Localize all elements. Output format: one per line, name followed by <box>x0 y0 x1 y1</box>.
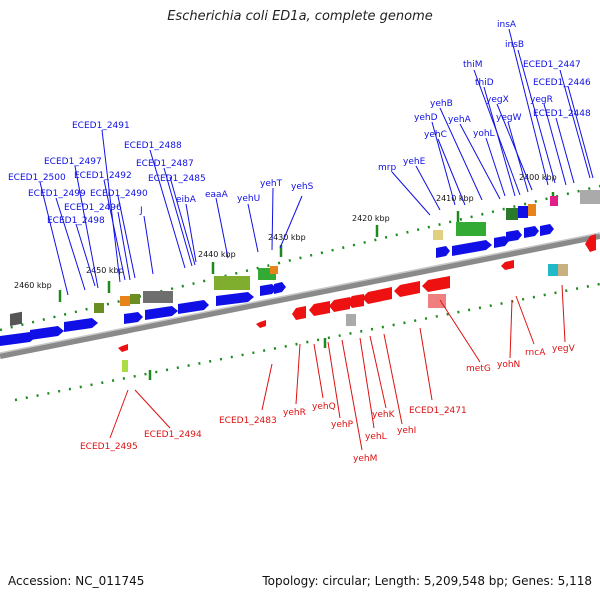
label-rncA: rncA <box>525 348 546 358</box>
label-thiD: thiD <box>475 78 494 88</box>
label-yehR: yehR <box>283 408 306 418</box>
label-yehK: yehK <box>372 410 396 420</box>
label-yehU: yehU <box>237 194 260 204</box>
label-yehA: yehA <box>448 115 472 125</box>
label-ECED1_2497: ECED1_2497 <box>44 157 102 167</box>
label-ECED1_2485: ECED1_2485 <box>148 174 206 184</box>
forward-genes[interactable] <box>0 224 554 346</box>
tick-label-2430: 2430 kbp <box>268 233 306 242</box>
genome-backbone <box>0 233 600 359</box>
label-ECED1_2496: ECED1_2496 <box>64 203 122 213</box>
tick-marks <box>58 192 555 380</box>
bottom-gene-labels: metG yohN rncA yegV ECED1_2483 ECED1_247… <box>80 344 576 464</box>
reverse-genes[interactable] <box>118 234 596 352</box>
label-yehE: yehE <box>403 157 426 167</box>
gray-block <box>10 311 22 327</box>
label-yehM: yehM <box>353 454 377 464</box>
genome-summary-text: Topology: circular; Length: 5,209,548 bp… <box>262 574 592 588</box>
label-yohN: yohN <box>497 360 520 370</box>
label-ECED1_2498: ECED1_2498 <box>47 216 105 226</box>
genome-backbone-highlight <box>0 232 600 354</box>
tick-label-2400: 2400 kbp <box>519 173 557 182</box>
label-mrp: mrp <box>378 163 396 173</box>
accession-text: Accession: NC_011745 <box>8 574 145 588</box>
label-thiM: thiM <box>463 60 483 70</box>
label-ECED1_2495: ECED1_2495 <box>80 442 138 452</box>
label-ECED1_2483: ECED1_2483 <box>219 416 277 426</box>
tick-label-2450: 2450 kbp <box>86 266 124 275</box>
label-ECED1_2492: ECED1_2492 <box>74 171 132 181</box>
tick-labels: 2400 kbp 2410 kbp 2420 kbp 2430 kbp 2440… <box>14 173 557 290</box>
label-eaaA: eaaA <box>205 190 229 200</box>
label-yegW: yegW <box>496 113 522 123</box>
label-ECED1_2499: ECED1_2499 <box>28 189 86 199</box>
tick-label-2420: 2420 kbp <box>352 214 390 223</box>
map-title: Escherichia coli ED1a, complete genome <box>167 9 433 24</box>
label-ECED1_2448: ECED1_2448 <box>533 109 591 119</box>
label-ECED1_2488: ECED1_2488 <box>124 141 182 151</box>
label-yegX: yegX <box>486 95 509 105</box>
label-yehS: yehS <box>291 182 314 192</box>
label-yehP: yehP <box>331 420 354 430</box>
tick-label-2440: 2440 kbp <box>198 250 236 259</box>
label-yehC: yehC <box>424 130 447 140</box>
label-yegR: yegR <box>530 95 553 105</box>
feature-blocks[interactable] <box>10 190 600 372</box>
label-yehT: yehT <box>260 179 283 189</box>
label-metG: metG <box>466 364 491 374</box>
label-insA: insA <box>497 20 517 30</box>
label-ECED1_2490: ECED1_2490 <box>90 189 148 199</box>
label-yehI: yehI <box>397 426 416 436</box>
label-yohL: yohL <box>473 129 495 139</box>
top-leaders <box>39 28 594 296</box>
label-yehD: yehD <box>414 113 438 123</box>
label-ECED1_2500: ECED1_2500 <box>8 173 66 183</box>
tick-label-2460: 2460 kbp <box>14 281 52 290</box>
label-eibA: eibA <box>176 195 197 205</box>
label-ECED1_2446: ECED1_2446 <box>533 78 591 88</box>
label-ECED1_2487: ECED1_2487 <box>136 159 194 169</box>
tick-label-2410: 2410 kbp <box>436 194 474 203</box>
inner-ruler <box>14 282 600 402</box>
label-ECED1_2447: ECED1_2447 <box>523 60 581 70</box>
label-J: J <box>139 206 143 216</box>
outer-ruler <box>0 184 600 332</box>
label-yehB: yehB <box>430 99 453 109</box>
label-ECED1_2491: ECED1_2491 <box>72 121 130 131</box>
label-ECED1_2471: ECED1_2471 <box>409 406 467 416</box>
label-insB: insB <box>505 40 524 50</box>
label-yehL: yehL <box>365 432 387 442</box>
label-yegV: yegV <box>552 344 576 354</box>
label-yehQ: yehQ <box>312 402 336 412</box>
bottom-leaders <box>109 284 566 451</box>
label-ECED1_2494: ECED1_2494 <box>144 430 202 440</box>
top-gene-labels: insA insB ECED1_2447 ECED1_2446 thiM thi… <box>8 20 591 226</box>
